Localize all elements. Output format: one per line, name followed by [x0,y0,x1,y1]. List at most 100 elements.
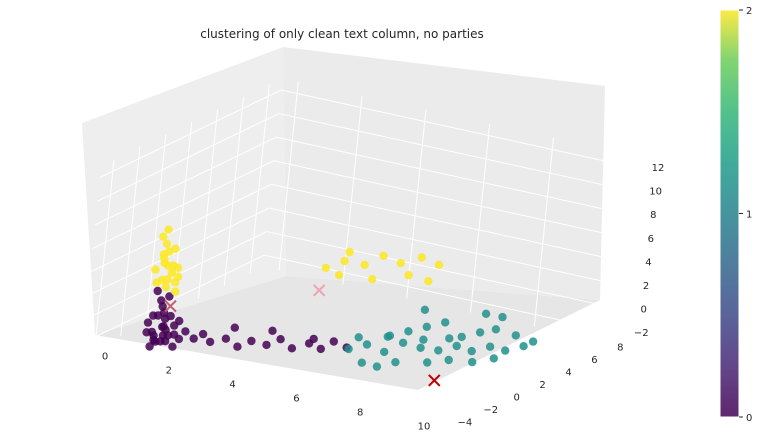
cluster-1-point [420,305,430,314]
cluster-1-point [372,362,382,371]
tick-label: 4 [645,257,651,268]
cluster-2-point [396,258,405,268]
cluster-2-point [161,282,171,292]
cluster-1-point [481,309,491,318]
tick-label: 6 [648,234,654,245]
grid-line-y [94,159,115,349]
cluster-1-point [398,338,408,347]
cluster-1-point [498,312,507,322]
cluster-2-point [417,253,426,262]
scatter-points [142,225,538,371]
cluster-1-point [485,342,495,351]
cluster-1-point [404,327,413,336]
cluster-1-point [519,342,528,351]
cluster-0-point [143,318,153,327]
cluster-1-point [475,328,485,337]
tick-label: 0 [102,351,108,362]
grid-line-z [276,136,628,215]
cluster-1-point [528,337,538,346]
cluster-1-point [416,343,425,352]
cluster-0-point [175,316,184,326]
centroid-markers [164,284,441,387]
cluster-1-point [423,358,432,367]
cluster-1-point [467,346,476,356]
tick-label: 4 [229,379,235,390]
cluster-2-point [321,263,331,273]
colorbar-ticks: 0 1 2 [739,6,752,424]
cluster-2-point [167,268,176,278]
centroid-1-marker [428,374,441,387]
cluster-2-point [160,258,169,268]
cluster-0-point [247,336,256,346]
cluster-2-point [424,277,433,286]
cluster-0-point [181,327,190,336]
grid-line-z [281,89,633,168]
centroid-0-marker [164,299,177,313]
cluster-2-point [404,270,413,280]
cluster-0-point [158,322,167,332]
colorbar-tick-label: 1 [746,210,752,221]
tick-label: −2 [483,405,498,416]
grid-line-x [533,137,554,327]
tick-label: 0 [640,305,646,316]
cluster-1-point [445,334,454,343]
cluster-0-point [166,311,175,321]
cluster-1-point [491,325,501,334]
tick-label: 12 [652,163,665,174]
cluster-2-point [334,270,344,280]
cluster-2-point [171,244,180,253]
cluster-0-point [205,337,215,347]
cluster-0-point [309,334,318,344]
grid-line-z [266,231,618,310]
cluster-0-point [233,342,242,351]
grid-line-z [271,183,623,262]
cluster-1-point [441,318,450,327]
cluster-2-point [163,275,172,284]
cluster-1-point [419,335,428,344]
grid-line-x [278,81,299,271]
tick-label: −4 [458,418,473,429]
cluster-0-point [149,331,158,340]
cluster-2-point [368,275,377,284]
tick-labels: 0 2 4 6 8 10 −4 −2 0 2 4 6 8 −2 0 2 4 6 8 10 12 [102,163,665,432]
cluster-0-point [329,337,338,346]
cluster-1-point [380,347,389,357]
cluster-0-point [198,329,208,339]
grid-line-z [278,113,630,192]
grid-line-y [146,134,167,324]
grid-line-y [197,109,219,299]
tick-label: 2 [539,380,545,391]
cluster-2-point [151,265,160,274]
cluster-2-point [162,239,172,248]
cluster-1-point [511,331,520,340]
cluster-1-point [383,332,392,341]
tick-label: 2 [166,365,172,376]
chart-title: clustering of only clean text column, no… [200,27,484,41]
tick-label: 6 [591,355,597,366]
centroid-2-marker [312,284,326,297]
cluster-1-point [501,346,510,355]
tick-label: 6 [293,393,299,404]
pane-back [82,47,286,335]
tick-label: 10 [649,187,662,198]
cluster-0-point [168,342,177,351]
colorbar [719,9,740,418]
tick-label: 4 [565,367,571,378]
cluster-0-point [262,340,271,350]
tick-label: 8 [617,342,623,353]
cluster-2-point [164,225,173,234]
cluster-1-point [391,358,400,367]
cluster-1-point [444,355,453,365]
cluster-0-point [189,334,198,343]
cluster-1-point [354,333,363,342]
cluster-2-point [173,272,183,281]
cluster-1-point [434,346,443,355]
cluster-2-point [345,247,354,257]
grid-line-z [269,207,621,286]
cluster-1-point [357,358,366,367]
cluster-2-point [340,256,349,266]
cluster-1-point [362,340,372,349]
cluster-0-point [145,342,154,351]
cluster-1-point [468,357,477,367]
colorbar-tick-label: 0 [746,413,752,424]
